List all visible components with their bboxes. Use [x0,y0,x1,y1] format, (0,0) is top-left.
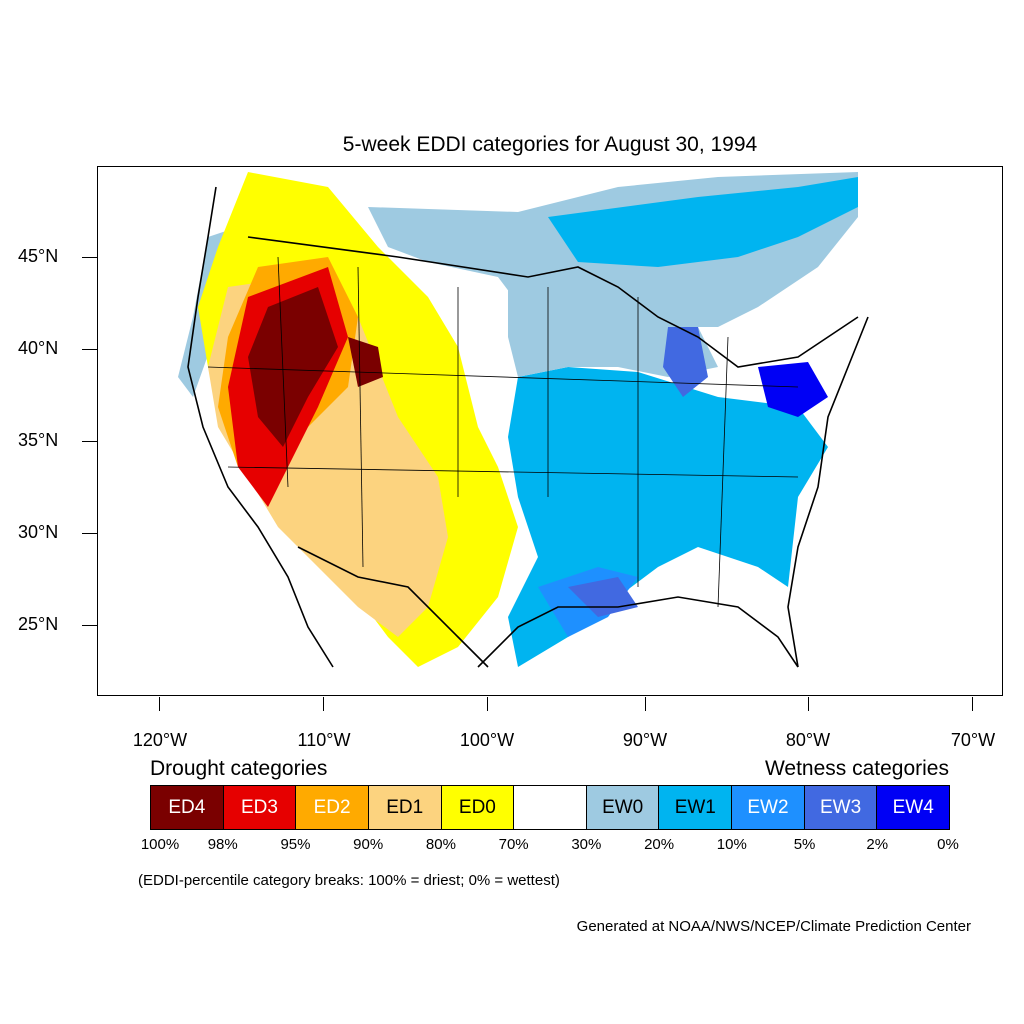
percentile-label: 90% [353,836,384,853]
dry-region-ed4-east [348,337,383,387]
lon-tick [645,697,646,711]
lat-label: 40°N [18,338,59,358]
map-title: 5-week EDDI categories for August 30, 19… [342,133,758,156]
wet-region-northeast-band [548,177,858,267]
wet-region-michigan [663,327,708,397]
drought-heading: Drought categories [150,757,328,780]
lat-tick [82,441,97,442]
percentile-label: 5% [793,836,816,853]
us-mexico-border [297,546,489,668]
lat-label: 30°N [18,522,59,542]
lon-label: 120°W [132,730,188,750]
lon-tick [159,697,160,711]
lat-tick [82,625,97,626]
wetness-heading: Wetness categories [764,757,949,780]
lat-tick [82,533,97,534]
lat-tick [82,257,97,258]
lon-tick [972,697,973,711]
state-borders [207,256,799,608]
lon-tick [487,697,488,711]
percentile-label: 0% [937,836,959,853]
west-coastline [187,186,334,668]
legend-box-ed3: ED3 [222,785,297,830]
percentile-label: 2% [866,836,889,853]
wet-region-southeast [508,367,828,667]
lat-tick [82,349,97,350]
lon-tick [808,697,809,711]
percentile-label: 100% [140,836,180,853]
lon-label: 80°W [785,730,831,750]
lon-label: 100°W [459,730,515,750]
percentile-label: 70% [498,836,529,853]
wet-region-midatlantic [758,362,828,417]
drought-regions [198,172,518,667]
dry-region-ed4 [248,287,338,447]
lat-label: 45°N [18,246,59,266]
legend-box-normal [513,785,587,830]
east-coastline [787,316,869,668]
gulf-coastline [477,596,799,668]
credit-line: Generated at NOAA/NWS/NCEP/Climate Predi… [576,918,971,935]
percentile-label: 80% [425,836,456,853]
legend-note: (EDDI-percentile category breaks: 100% =… [138,872,560,889]
map-plot-area [97,166,1003,696]
lon-label: 70°W [950,730,996,750]
lon-tick [323,697,324,711]
percentile-label: 10% [716,836,747,853]
lat-label: 35°N [18,430,59,450]
legend-box-ew0: EW0 [585,785,660,830]
percentile-label: 20% [644,836,675,853]
legend-box-ew1: EW1 [658,785,733,830]
legend-box-ew2: EW2 [731,785,805,830]
percentile-label: 98% [207,836,238,853]
legend-box-ew4: EW4 [876,785,951,830]
eddi-map [178,172,869,668]
lat-label: 25°N [18,614,59,634]
legend-box-ew3: EW3 [803,785,878,830]
legend-box-ed1: ED1 [367,785,442,830]
percentile-label: 30% [571,836,602,853]
legend-colorbar: ED4 ED3 ED2 ED1 ED0 EW0 EW1 EW2 EW3 EW4 [150,785,951,830]
legend-box-ed0: ED0 [440,785,515,830]
legend-box-ed4: ED4 [150,785,224,830]
percentile-label: 95% [280,836,311,853]
lon-label: 110°W [297,730,351,750]
legend-box-ed2: ED2 [295,785,369,830]
lon-label: 90°W [622,730,668,750]
